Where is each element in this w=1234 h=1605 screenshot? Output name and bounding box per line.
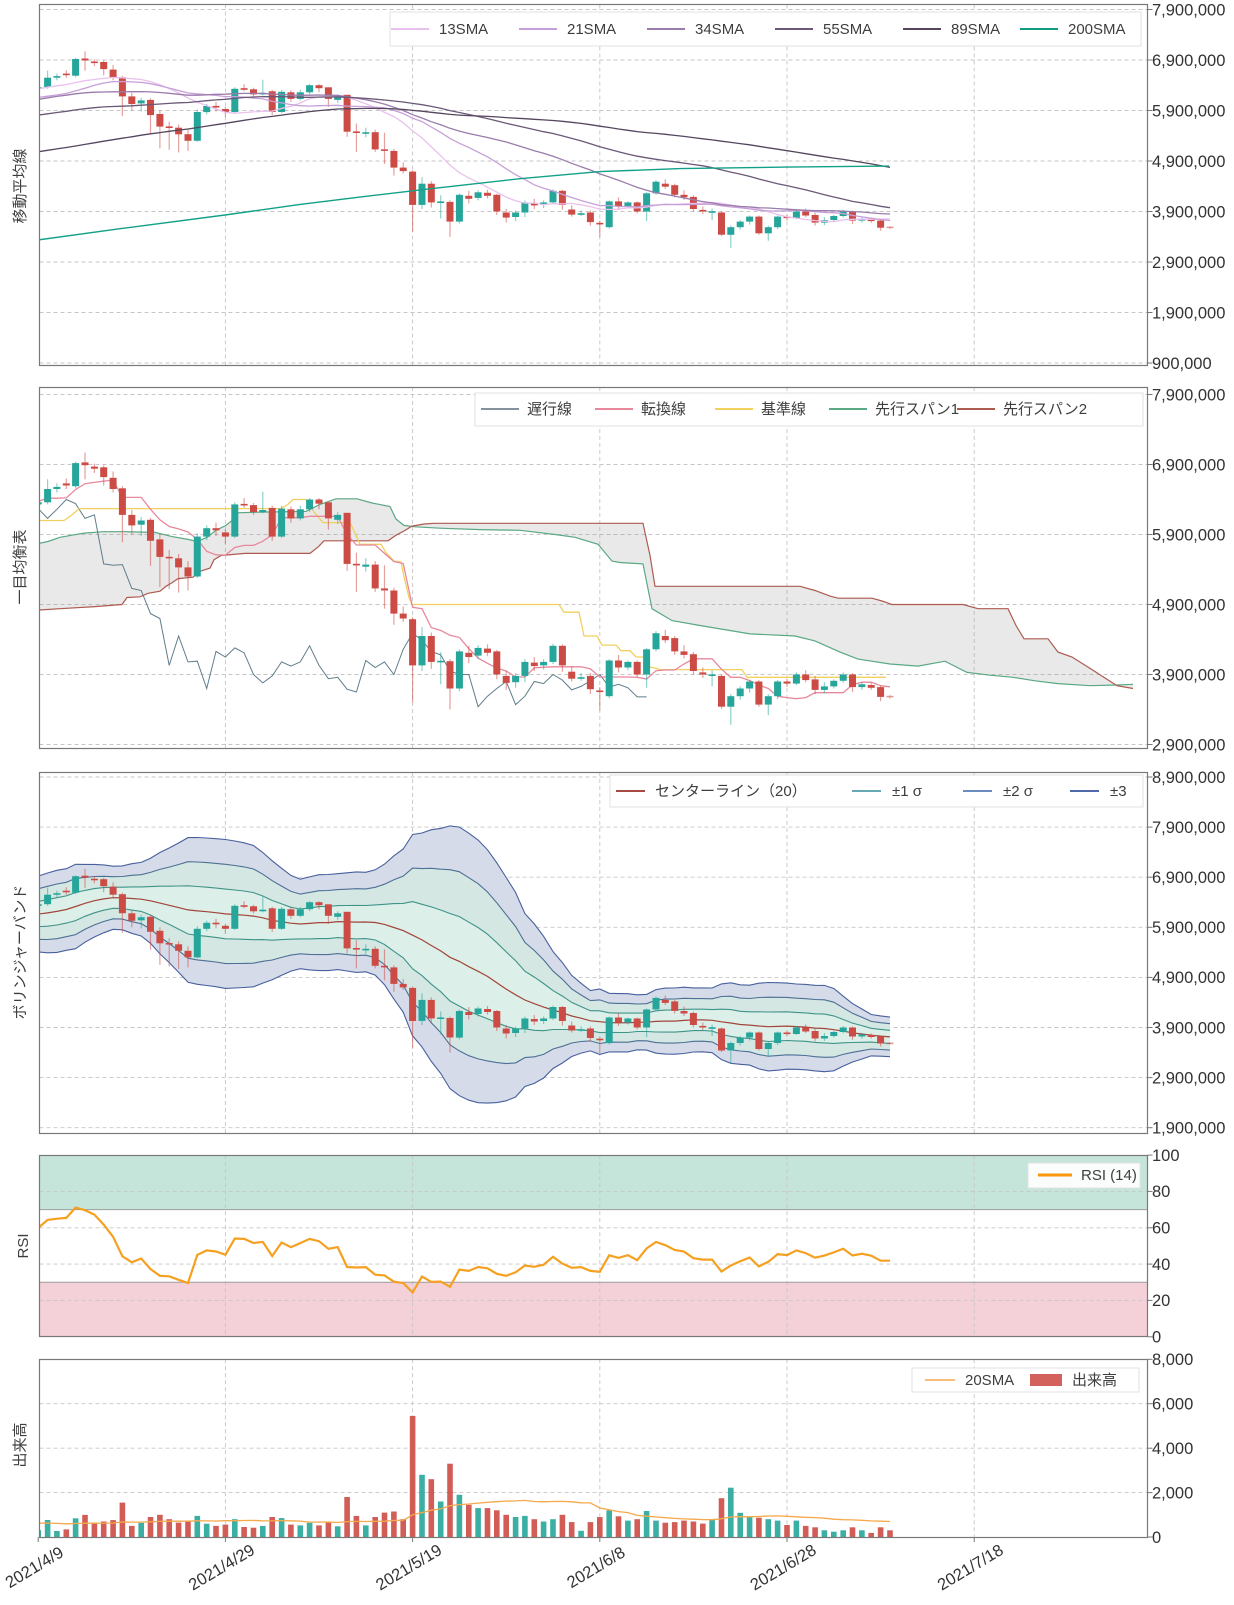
svg-text:出来高: 出来高 xyxy=(1072,1372,1117,1389)
svg-text:7,900,000: 7,900,000 xyxy=(1152,1,1225,19)
svg-text:3,900,000: 3,900,000 xyxy=(1152,203,1225,221)
svg-text:遅行線: 遅行線 xyxy=(527,401,572,418)
svg-text:2,000: 2,000 xyxy=(1152,1484,1193,1502)
svg-text:ボリンジャーバンド: ボリンジャーバンド xyxy=(12,885,29,1020)
svg-text:5,900,000: 5,900,000 xyxy=(1152,102,1225,120)
svg-text:先行スパン1: 先行スパン1 xyxy=(875,401,959,418)
svg-text:2,900,000: 2,900,000 xyxy=(1152,254,1225,272)
svg-text:4,000: 4,000 xyxy=(1152,1440,1193,1458)
svg-text:20SMA: 20SMA xyxy=(965,1372,1014,1389)
svg-text:一目均衡表: 一目均衡表 xyxy=(12,529,29,604)
svg-text:2,900,000: 2,900,000 xyxy=(1152,736,1225,754)
svg-text:60: 60 xyxy=(1152,1220,1170,1238)
svg-text:13SMA: 13SMA xyxy=(439,21,488,38)
svg-text:4,900,000: 4,900,000 xyxy=(1152,596,1225,614)
svg-text:1,900,000: 1,900,000 xyxy=(1152,1120,1225,1138)
svg-text:6,900,000: 6,900,000 xyxy=(1152,869,1225,887)
svg-text:8,000: 8,000 xyxy=(1152,1351,1193,1369)
svg-text:89SMA: 89SMA xyxy=(951,21,1000,38)
svg-text:±1 σ: ±1 σ xyxy=(892,783,923,800)
svg-text:6,900,000: 6,900,000 xyxy=(1152,52,1225,70)
svg-text:21SMA: 21SMA xyxy=(567,21,616,38)
svg-text:34SMA: 34SMA xyxy=(695,21,744,38)
svg-text:5,900,000: 5,900,000 xyxy=(1152,919,1225,937)
svg-text:20: 20 xyxy=(1152,1292,1170,1310)
svg-text:0: 0 xyxy=(1152,1529,1161,1547)
svg-text:±3: ±3 xyxy=(1110,783,1127,800)
svg-text:4,900,000: 4,900,000 xyxy=(1152,969,1225,987)
svg-text:±2 σ: ±2 σ xyxy=(1003,783,1034,800)
svg-text:900,000: 900,000 xyxy=(1152,355,1212,373)
svg-text:200SMA: 200SMA xyxy=(1068,21,1126,38)
svg-text:1,900,000: 1,900,000 xyxy=(1152,304,1225,322)
svg-text:80: 80 xyxy=(1152,1183,1170,1201)
svg-text:40: 40 xyxy=(1152,1256,1170,1274)
svg-text:6,000: 6,000 xyxy=(1152,1396,1193,1414)
svg-text:転換線: 転換線 xyxy=(641,401,686,418)
svg-text:6,900,000: 6,900,000 xyxy=(1152,456,1225,474)
svg-text:0: 0 xyxy=(1152,1329,1161,1347)
svg-text:基準線: 基準線 xyxy=(761,401,806,418)
svg-text:先行スパン2: 先行スパン2 xyxy=(1003,401,1087,418)
svg-text:2,900,000: 2,900,000 xyxy=(1152,1069,1225,1087)
svg-text:7,900,000: 7,900,000 xyxy=(1152,819,1225,837)
svg-text:5,900,000: 5,900,000 xyxy=(1152,526,1225,544)
svg-text:4,900,000: 4,900,000 xyxy=(1152,153,1225,171)
svg-text:100: 100 xyxy=(1152,1147,1180,1165)
svg-text:RSI (14): RSI (14) xyxy=(1081,1167,1137,1184)
svg-text:出来高: 出来高 xyxy=(12,1422,29,1467)
svg-text:移動平均線: 移動平均線 xyxy=(12,148,29,223)
svg-text:55SMA: 55SMA xyxy=(823,21,872,38)
svg-text:3,900,000: 3,900,000 xyxy=(1152,666,1225,684)
svg-text:8,900,000: 8,900,000 xyxy=(1152,769,1225,787)
svg-text:RSI: RSI xyxy=(15,1233,32,1258)
svg-text:3,900,000: 3,900,000 xyxy=(1152,1019,1225,1037)
svg-text:センターライン（20）: センターライン（20） xyxy=(655,783,807,800)
svg-text:7,900,000: 7,900,000 xyxy=(1152,386,1225,404)
